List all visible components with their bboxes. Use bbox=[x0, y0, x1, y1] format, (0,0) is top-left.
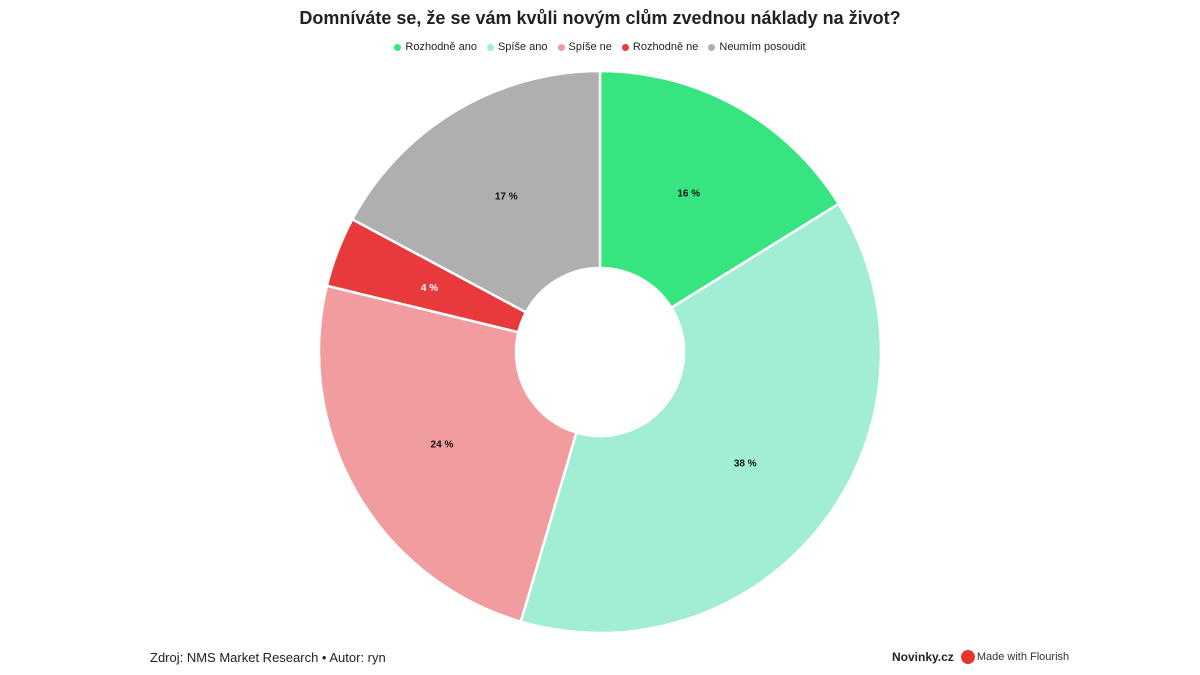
slice-label: 24 % bbox=[431, 439, 454, 450]
legend-swatch bbox=[557, 43, 565, 51]
legend-label: Spíše ne bbox=[568, 41, 612, 53]
chart-title: Domníváte se, že se vám kvůli novým clům… bbox=[299, 8, 901, 28]
flourish-icon bbox=[961, 651, 974, 663]
donut-slice[interactable] bbox=[317, 284, 578, 624]
legend-item[interactable]: Spíše ne bbox=[557, 41, 612, 53]
flourish-credit-label: Made with Flourish bbox=[976, 651, 1070, 663]
legend-label: Rozhodně ne bbox=[632, 41, 699, 53]
chart-legend: Rozhodně ano Spíše ano Spíše ne Rozhodně ne… bbox=[0, 41, 1200, 53]
donut-slice[interactable] bbox=[519, 202, 883, 635]
legend-item[interactable]: Rozhodně ne bbox=[621, 41, 699, 53]
source-note: Zdroj: NMS Market Research • Autor: ryn bbox=[150, 650, 386, 665]
legend-label: Rozhodně ano bbox=[405, 41, 477, 53]
legend-item[interactable]: Spíše ano bbox=[486, 41, 548, 53]
slice-label: 4 % bbox=[421, 283, 438, 294]
legend-swatch bbox=[486, 43, 494, 51]
slice-label: 16 % bbox=[677, 189, 700, 200]
legend-item[interactable]: Neumím posoudit bbox=[708, 41, 806, 53]
legend-swatch bbox=[394, 43, 402, 51]
brand-logo[interactable]: Novinky.cz bbox=[892, 650, 954, 664]
donut-slice[interactable] bbox=[350, 69, 602, 315]
legend-swatch bbox=[708, 43, 716, 51]
slice-label: 38 % bbox=[734, 459, 757, 470]
slice-label: 17 % bbox=[495, 191, 518, 202]
footer-brand: Novinky.cz Made with Flourish bbox=[892, 650, 1069, 664]
legend-label: Spíše ano bbox=[497, 41, 548, 53]
legend-label: Neumím posoudit bbox=[719, 41, 806, 53]
flourish-credit[interactable]: Made with Flourish bbox=[961, 651, 1070, 663]
legend-swatch bbox=[621, 43, 629, 51]
donut-slice[interactable] bbox=[598, 69, 841, 310]
legend-item[interactable]: Rozhodně ano bbox=[394, 41, 477, 53]
